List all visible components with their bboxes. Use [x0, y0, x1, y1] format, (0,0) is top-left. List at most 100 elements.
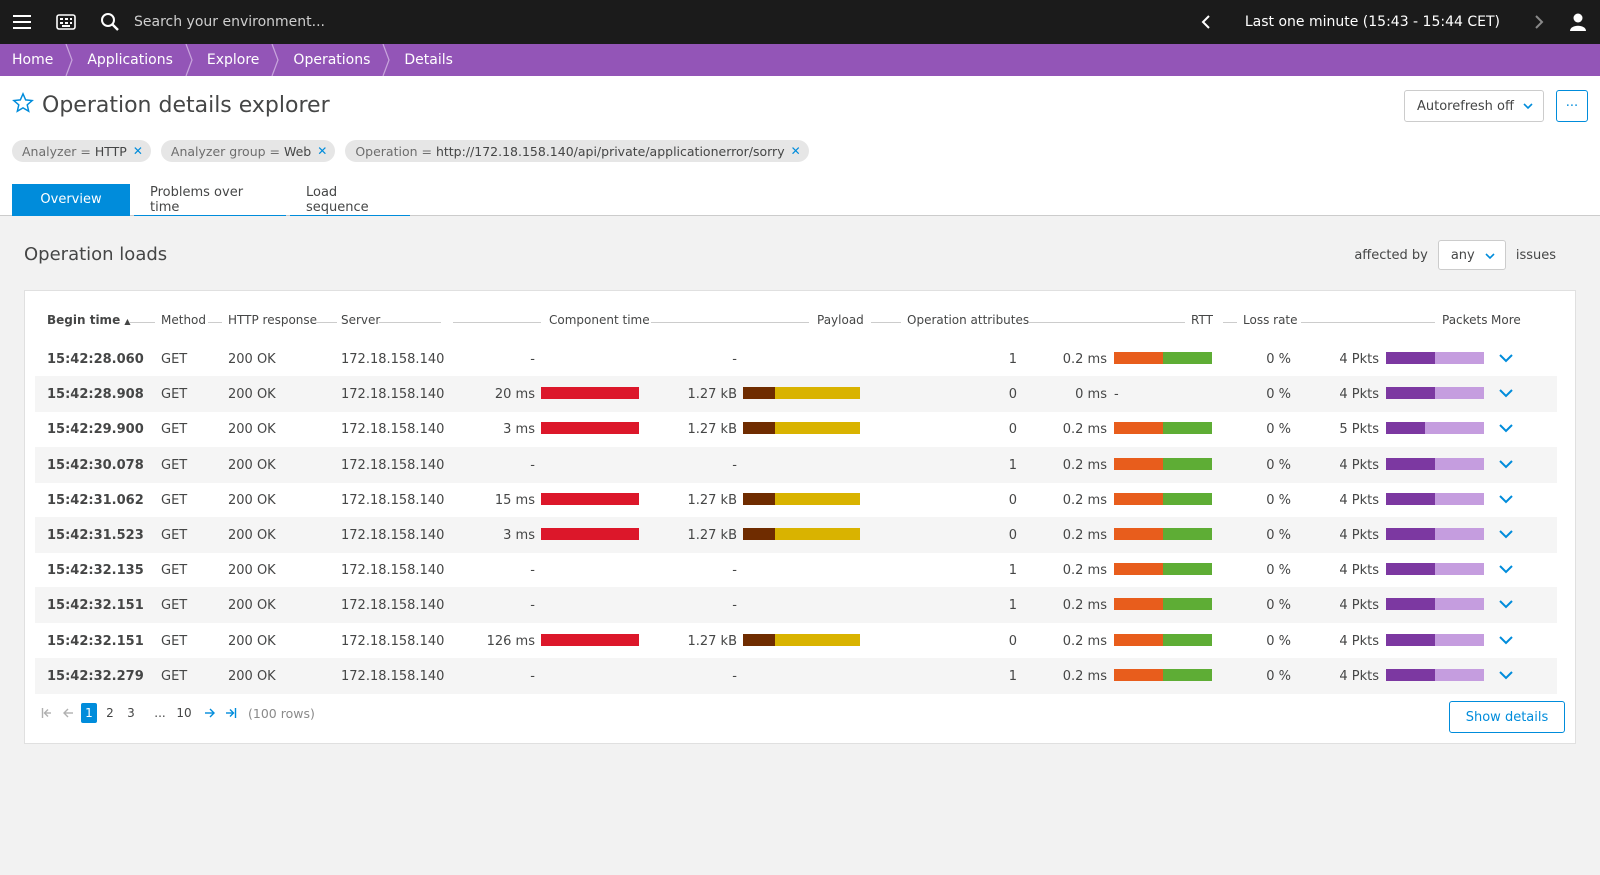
server-cell: 172.18.158.140 — [341, 528, 445, 543]
column-http-response[interactable]: HTTP response — [228, 313, 318, 327]
page-2[interactable]: 2 — [106, 706, 114, 720]
chevron-right-icon[interactable] — [1524, 0, 1554, 44]
previous-page-icon[interactable] — [60, 703, 76, 723]
payload-cell: - — [732, 598, 737, 614]
last-page-icon[interactable] — [223, 703, 239, 723]
expand-row-chevron-down-icon[interactable] — [1498, 491, 1514, 511]
filter-chip-analyzer[interactable]: Analyzer = HTTP ✕ — [12, 140, 151, 162]
loss-rate-cell: 0 % — [1266, 633, 1291, 649]
autorefresh-dropdown[interactable]: Autorefresh off — [1404, 90, 1544, 122]
component-time-cell: - — [530, 563, 535, 579]
column-begin-time[interactable]: Begin time ▲ — [47, 313, 131, 327]
expand-row-chevron-down-icon[interactable] — [1498, 456, 1514, 476]
table-row[interactable]: 15:42:32.135 GET 200 OK 172.18.158.140 - - 1 0.… — [35, 552, 1557, 588]
first-page-icon[interactable] — [39, 703, 55, 723]
operation-attributes-cell: 0 — [1008, 492, 1017, 508]
filter-chip-analyzer-group[interactable]: Analyzer group = Web ✕ — [160, 140, 336, 162]
component-time-cell: - — [530, 352, 535, 367]
expand-row-chevron-down-icon[interactable] — [1498, 526, 1514, 546]
dashboard-icon[interactable] — [44, 0, 88, 44]
expand-row-chevron-down-icon[interactable] — [1498, 385, 1514, 405]
breadcrumb-details: Details — [404, 52, 453, 68]
table-row[interactable]: 15:42:30.078 GET 200 OK 172.18.158.140 - - 1 0.… — [35, 446, 1557, 483]
table-header: Begin time ▲ Method HTTP response Server… — [25, 313, 1575, 329]
http-response-cell: 200 OK — [228, 598, 276, 614]
remove-filter-icon[interactable]: ✕ — [317, 144, 328, 158]
remove-filter-icon[interactable]: ✕ — [790, 144, 801, 158]
table-row[interactable]: 15:42:28.060 GET 200 OK 172.18.158.140 - - 1 0.… — [35, 341, 1557, 377]
breadcrumb-explore[interactable]: Explore — [206, 52, 260, 68]
table-row[interactable]: 15:42:32.279 GET 200 OK 172.18.158.140 - - 1 0.… — [35, 657, 1557, 694]
table-row[interactable]: 15:42:32.151 GET 200 OK 172.18.158.140 126 m… — [35, 623, 1557, 659]
tab-overview[interactable]: Overview — [12, 184, 130, 216]
table-row[interactable]: 15:42:32.151 GET 200 OK 172.18.158.140 - - 1 0.… — [35, 587, 1557, 624]
filter-key: Analyzer group — [170, 143, 266, 159]
show-details-button[interactable]: Show details — [1449, 701, 1565, 733]
rtt-cell: 0.2 ms — [1062, 352, 1107, 367]
issues-select[interactable]: any — [1437, 240, 1506, 270]
more-options-button[interactable]: ··· — [1556, 90, 1588, 122]
column-component-time[interactable]: Component time — [549, 313, 650, 327]
tab-problems-over-time[interactable]: Problems over time — [134, 184, 286, 216]
column-server[interactable]: Server — [341, 313, 381, 327]
component-time-cell: 126 ms — [486, 633, 535, 649]
component-time-cell: - — [530, 457, 535, 473]
payload-cell: - — [732, 668, 737, 684]
page-3[interactable]: 3 — [127, 706, 135, 720]
http-response-cell: 200 OK — [228, 528, 276, 543]
menu-icon[interactable] — [0, 0, 44, 44]
pagination: 1 2 3 ... 10 (100 rows) — [39, 703, 315, 723]
table-row[interactable]: 15:42:31.062 GET 200 OK 172.18.158.140 15 ms… — [35, 482, 1557, 518]
component-time-bar — [541, 492, 639, 505]
component-time-bar — [541, 528, 639, 540]
header-divider — [129, 322, 155, 323]
breadcrumb-applications[interactable]: Applications — [87, 52, 173, 68]
breadcrumb-home[interactable]: Home — [12, 52, 54, 68]
next-page-icon[interactable] — [202, 703, 218, 723]
expand-row-chevron-down-icon[interactable] — [1498, 350, 1514, 370]
chevron-left-icon[interactable] — [1191, 0, 1221, 44]
remove-filter-icon[interactable]: ✕ — [132, 144, 143, 158]
begin-time-cell: 15:42:32.151 — [47, 633, 144, 649]
method-cell: GET — [161, 492, 188, 508]
column-rtt[interactable]: RTT — [1191, 313, 1213, 327]
breadcrumb-operations[interactable]: Operations — [293, 52, 371, 68]
table-row[interactable]: 15:42:31.523 GET 200 OK 172.18.158.140 3 ms 1… — [35, 517, 1557, 553]
page-1[interactable]: 1 — [81, 703, 97, 723]
header-divider — [1029, 322, 1185, 323]
rtt-bar-empty: - — [1114, 387, 1119, 403]
server-cell: 172.18.158.140 — [341, 492, 445, 508]
expand-row-chevron-down-icon[interactable] — [1498, 632, 1514, 652]
search-input[interactable]: Search your environment... — [134, 14, 325, 30]
column-operation-attributes[interactable]: Operation attributes — [907, 313, 1030, 327]
method-cell: GET — [161, 457, 188, 473]
loss-rate-cell: 0 % — [1266, 422, 1291, 438]
breadcrumb-separator-icon — [65, 44, 75, 76]
issues-label: issues — [1515, 247, 1556, 263]
page-10[interactable]: 10 — [176, 706, 192, 720]
tab-load-sequence[interactable]: Load sequence — [290, 184, 410, 216]
table-row[interactable]: 15:42:29.900 GET 200 OK 172.18.158.140 3 ms 1… — [35, 411, 1557, 447]
begin-time-cell: 15:42:28.908 — [47, 387, 144, 403]
expand-row-chevron-down-icon[interactable] — [1498, 596, 1514, 616]
payload-cell: - — [732, 563, 737, 579]
user-icon[interactable] — [1556, 0, 1600, 44]
column-packets[interactable]: Packets — [1442, 313, 1488, 327]
filter-operator: = — [76, 143, 95, 159]
expand-row-chevron-down-icon[interactable] — [1498, 561, 1514, 581]
expand-row-chevron-down-icon[interactable] — [1498, 667, 1514, 687]
column-payload[interactable]: Payload — [817, 313, 864, 327]
loss-rate-cell: 0 % — [1266, 387, 1291, 403]
favorite-star-icon[interactable] — [12, 92, 34, 118]
rtt-bar — [1114, 492, 1212, 505]
loss-rate-cell: 0 % — [1266, 668, 1291, 684]
timeframe-selector[interactable]: Last one minute (15:43 - 15:44 CET) — [1244, 14, 1500, 30]
search-icon[interactable] — [88, 0, 132, 44]
server-cell: 172.18.158.140 — [341, 598, 445, 614]
column-method[interactable]: Method — [161, 313, 207, 327]
expand-row-chevron-down-icon[interactable] — [1498, 420, 1514, 440]
table-row[interactable]: 15:42:28.908 GET 200 OK 172.18.158.140 20 ms… — [35, 376, 1557, 413]
column-loss-rate[interactable]: Loss rate — [1243, 313, 1298, 327]
filter-chip-operation[interactable]: Operation = http://172.18.158.140/api/pr… — [345, 140, 809, 162]
rtt-cell: 0.2 ms — [1062, 492, 1107, 508]
